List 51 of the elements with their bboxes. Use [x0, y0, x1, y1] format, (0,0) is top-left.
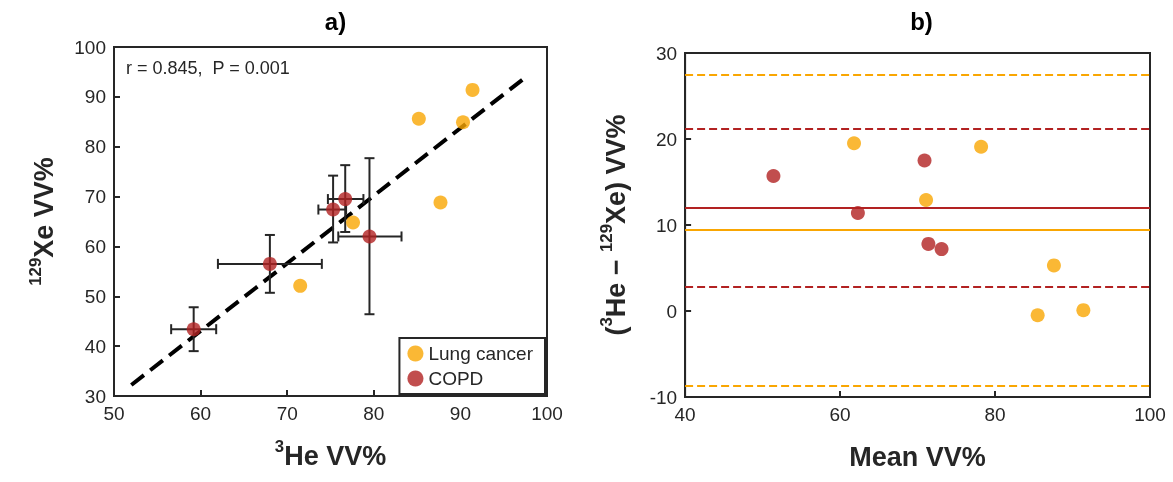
point [293, 278, 308, 293]
y-tick-label: 90 [84, 86, 106, 108]
y-tick-label: 0 [666, 300, 678, 322]
x-tick-label: 50 [103, 403, 125, 424]
x-tick-label: 100 [1134, 404, 1166, 425]
y-tick-label: 10 [655, 214, 678, 236]
y-tick-label: 30 [655, 42, 678, 64]
y-tick-label: 20 [655, 128, 678, 150]
y-axis-title: (3He − 129Xe) VV% [597, 114, 631, 336]
point [346, 215, 361, 230]
point [186, 322, 201, 337]
chart-title: a) [324, 7, 347, 35]
point [338, 192, 353, 207]
x-tick-label: 80 [984, 404, 1006, 425]
point [456, 115, 470, 130]
annotation: r = 0.845, P = 0.001 [126, 58, 290, 78]
point [974, 139, 989, 154]
y-tick-label: 60 [84, 235, 106, 257]
legend-label: COPD [428, 368, 484, 389]
point [262, 256, 277, 271]
point [850, 205, 865, 220]
x-tick-label: 80 [363, 403, 385, 424]
y-tick-label: 30 [84, 385, 106, 407]
y-tick-label: 40 [84, 335, 106, 357]
point [921, 236, 936, 251]
x-tick-label: 100 [531, 403, 563, 424]
point [766, 168, 781, 183]
x-axis-title: Mean VV% [849, 441, 986, 472]
point [411, 111, 426, 126]
x-tick-label: 60 [829, 404, 851, 425]
x-tick-label: 90 [449, 403, 471, 424]
x-tick-label: 60 [190, 403, 212, 424]
legend-label: Lung cancer [428, 343, 534, 364]
y-axis-title: 129Xe VV% [25, 157, 60, 286]
point [1076, 303, 1091, 318]
y-tick-label: 80 [84, 136, 106, 158]
point [326, 202, 341, 217]
chart-title: b) [910, 7, 933, 35]
point [1046, 258, 1061, 273]
x-tick-label: 70 [276, 403, 298, 424]
point [919, 193, 934, 208]
y-tick-label: 100 [74, 36, 106, 58]
point [1030, 308, 1045, 323]
point [917, 153, 932, 168]
point [847, 136, 862, 151]
point [465, 82, 480, 97]
y-tick-label: 50 [84, 285, 106, 307]
y-tick-label: 70 [84, 186, 106, 208]
point [433, 195, 448, 210]
point [934, 242, 949, 257]
point [362, 229, 377, 244]
